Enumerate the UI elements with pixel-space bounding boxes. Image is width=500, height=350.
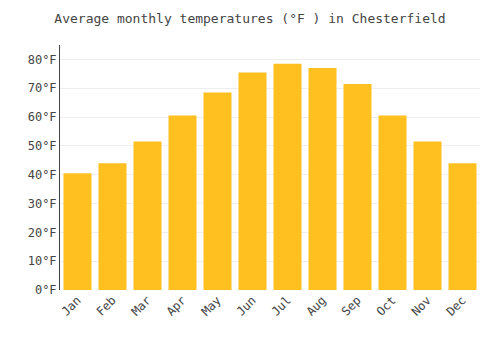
svg-text:Jun: Jun	[234, 293, 259, 318]
svg-text:Average monthly temperatures (: Average monthly temperatures (°F ) in Ch…	[54, 11, 445, 26]
svg-text:Nov: Nov	[409, 293, 434, 318]
svg-text:May: May	[199, 293, 224, 318]
svg-text:50°F: 50°F	[28, 139, 57, 153]
svg-text:Mar: Mar	[129, 293, 154, 318]
svg-text:40°F: 40°F	[28, 168, 57, 182]
svg-text:Dec: Dec	[444, 293, 469, 318]
svg-text:80°F: 80°F	[28, 53, 57, 67]
svg-text:70°F: 70°F	[28, 81, 57, 95]
svg-text:20°F: 20°F	[28, 226, 57, 240]
svg-text:Jan: Jan	[59, 293, 84, 318]
svg-text:10°F: 10°F	[28, 254, 57, 268]
svg-text:0°F: 0°F	[35, 283, 57, 297]
svg-text:30°F: 30°F	[28, 197, 57, 211]
svg-text:Apr: Apr	[164, 293, 189, 318]
svg-text:Feb: Feb	[94, 293, 119, 318]
svg-text:Oct: Oct	[374, 293, 399, 318]
svg-text:Jul: Jul	[269, 293, 294, 318]
svg-text:Sep: Sep	[339, 293, 364, 318]
svg-text:60°F: 60°F	[28, 110, 57, 124]
svg-text:Aug: Aug	[304, 293, 329, 318]
